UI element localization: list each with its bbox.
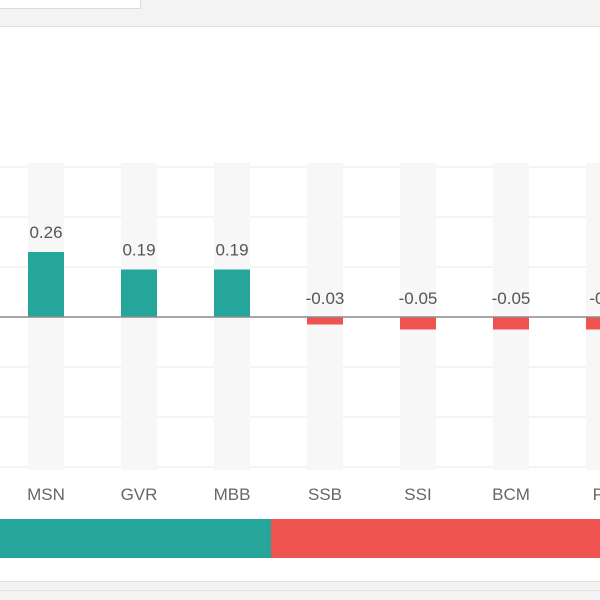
- bar-ssb[interactable]: [307, 317, 343, 325]
- bar-ssi[interactable]: [400, 317, 436, 330]
- top-tab[interactable]: [0, 0, 141, 9]
- breadth-bar-positive: [0, 519, 271, 558]
- value-label: -0.0: [589, 289, 600, 308]
- bottom-divider: [0, 590, 600, 591]
- value-label: 0.26: [29, 223, 62, 242]
- category-label-pv: PV: [593, 485, 600, 504]
- value-label: 0.19: [122, 241, 155, 260]
- value-label: -0.05: [399, 289, 438, 308]
- category-label-ssi: SSI: [404, 485, 431, 504]
- category-label-mbb: MBB: [214, 485, 251, 504]
- bar-gvr[interactable]: [121, 269, 157, 318]
- bar-pv[interactable]: [586, 317, 600, 330]
- category-label-gvr: GVR: [121, 485, 158, 504]
- category-label-bcm: BCM: [492, 485, 530, 504]
- value-label: -0.03: [306, 289, 345, 308]
- value-label: -0.05: [492, 289, 531, 308]
- category-label-ssb: SSB: [308, 485, 342, 504]
- bar-mbb[interactable]: [214, 269, 250, 318]
- bar-bcm[interactable]: [493, 317, 529, 330]
- value-label: 0.19: [215, 241, 248, 260]
- bar-msn[interactable]: [28, 252, 64, 317]
- category-label-msn: MSN: [27, 485, 65, 504]
- breadth-bar-negative: [271, 519, 600, 558]
